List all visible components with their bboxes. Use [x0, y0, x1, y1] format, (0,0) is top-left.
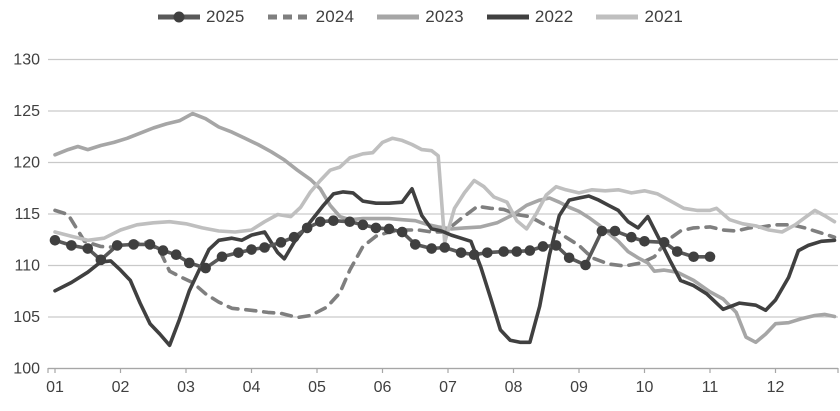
legend-swatch-2021-icon — [596, 14, 639, 20]
y-axis-tick-label: 105 — [13, 309, 40, 326]
x-axis-tick-label: 03 — [177, 379, 195, 396]
x-axis-tick-label: 04 — [243, 379, 261, 396]
series-2025-marker — [128, 239, 139, 250]
series-2025-marker — [200, 262, 211, 274]
y-axis-tick-label: 120 — [13, 155, 40, 172]
x-axis-tick-label: 07 — [439, 379, 457, 396]
series-2025-marker — [563, 252, 575, 264]
x-axis-tick-label: 11 — [702, 379, 719, 396]
series-2025-marker — [704, 251, 716, 263]
legend-label-2025: 2025 — [205, 7, 245, 26]
series-2025-marker — [95, 254, 107, 266]
chart-legend: 2025 2024 2023 2022 2021 — [0, 4, 840, 30]
series-2025-marker — [439, 242, 451, 253]
series-2025-marker — [328, 215, 339, 227]
series-2025-marker — [468, 249, 480, 260]
series-2025-marker — [233, 247, 244, 258]
legend-swatch-2025-icon — [157, 11, 200, 23]
legend-swatch-2024-icon — [267, 14, 310, 20]
series-2025-marker — [609, 225, 621, 237]
series-2025-marker — [482, 247, 493, 258]
x-axis-tick-label: 10 — [636, 379, 654, 396]
series-2025-marker — [111, 240, 123, 251]
series-2025-marker — [524, 245, 536, 256]
x-axis-tick-label: 09 — [570, 379, 588, 396]
series-2025-marker — [498, 246, 509, 257]
legend-swatch-2023-icon — [377, 14, 420, 20]
series-2025-marker — [144, 239, 156, 250]
series-2025-marker — [344, 216, 356, 228]
series-2021-line — [53, 136, 837, 245]
series-2025-marker — [183, 257, 195, 269]
legend-item-2022: 2022 — [486, 7, 574, 27]
series-2025-marker — [170, 249, 182, 260]
x-axis-tick-label: 05 — [308, 379, 326, 396]
y-axis-tick-label: 110 — [14, 258, 40, 275]
legend-swatch-2022-icon — [486, 14, 529, 20]
series-2025-marker — [426, 243, 437, 254]
series-2025-marker — [82, 243, 94, 254]
series-2025-marker — [455, 247, 467, 258]
series-2025-marker — [383, 223, 395, 235]
series-2025-marker — [658, 237, 670, 248]
series-2025-marker — [288, 231, 300, 243]
series-2025-marker — [396, 226, 408, 238]
series-2025-marker — [511, 246, 523, 257]
series-2025-line — [53, 218, 712, 270]
y-axis-tick-label: 130 — [13, 52, 40, 69]
legend-label-2021: 2021 — [644, 7, 684, 26]
x-axis-tick-label: 06 — [374, 379, 392, 396]
legend-item-2024: 2024 — [267, 7, 355, 27]
series-2025-marker — [49, 234, 61, 246]
series-2025-marker — [671, 246, 683, 257]
series-2025-marker — [639, 236, 650, 247]
series-2025-marker — [259, 242, 270, 253]
series-2025-marker — [66, 240, 77, 251]
x-axis-tick-label: 12 — [767, 379, 785, 396]
series-2025-marker — [596, 225, 608, 237]
legend-item-2023: 2023 — [376, 7, 464, 27]
series-2022-line — [53, 187, 837, 348]
legend-label-2023: 2023 — [425, 7, 464, 26]
x-axis-tick-label: 01 — [46, 379, 64, 396]
series-2025-marker — [216, 251, 228, 263]
y-axis-tick-label: 125 — [13, 103, 40, 120]
x-axis-tick-label: 08 — [505, 379, 523, 396]
legend-label-2022: 2022 — [534, 7, 574, 26]
series-2025-marker — [626, 231, 637, 243]
legend-item-2021: 2021 — [595, 7, 683, 27]
series-2025-marker — [157, 245, 169, 256]
series-2025-marker — [409, 239, 421, 250]
series-2025-marker — [246, 244, 257, 255]
y-axis-tick-label: 100 — [13, 361, 40, 378]
series-2025-marker — [688, 251, 699, 263]
series-2025-marker — [314, 216, 326, 228]
x-axis-tick-label: 02 — [112, 379, 130, 396]
series-2025-marker — [357, 219, 369, 231]
y-axis-tick-label: 115 — [14, 206, 40, 223]
series-2025-marker — [580, 259, 591, 271]
series-2025-marker — [537, 241, 549, 252]
series-2023-line — [53, 111, 837, 345]
series-2025-marker — [275, 237, 287, 248]
series-2025-marker — [550, 240, 562, 251]
series-2025-marker — [301, 222, 313, 234]
series-2025-marker — [370, 222, 382, 234]
legend-item-2025: 2025 — [157, 7, 245, 27]
legend-label-2024: 2024 — [315, 7, 355, 26]
